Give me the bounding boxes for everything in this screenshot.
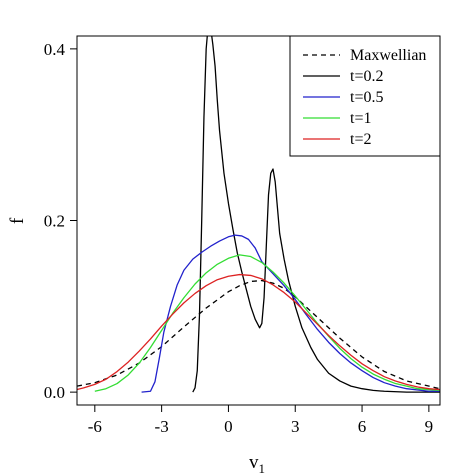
x-tick-label: 0: [224, 417, 233, 436]
series-line-1: [192, 36, 440, 393]
series-line-4: [77, 273, 440, 391]
series-line-3: [94, 254, 440, 392]
x-axis-label: v1: [249, 452, 265, 474]
x-tick-label: 9: [425, 417, 434, 436]
series-line-2: [141, 234, 440, 393]
y-axis: 0.0 0.2 0.4: [44, 40, 77, 402]
x-tick-label: 6: [358, 417, 367, 436]
series-layer: [77, 36, 440, 393]
y-tick-label: 0.0: [44, 383, 65, 402]
x-tick-label: 3: [291, 417, 300, 436]
legend-label: t=2: [350, 131, 371, 148]
y-tick-label: 0.2: [44, 212, 65, 231]
legend: Maxwellian t=0.2 t=0.5 t=1 t=2: [289, 35, 441, 157]
legend-label: t=0.2: [350, 68, 383, 85]
x-tick-label: -6: [88, 417, 102, 436]
legend-label: t=0.5: [350, 89, 383, 106]
legend-box: [289, 35, 441, 157]
y-axis-label: f: [7, 217, 28, 224]
legend-label: t=1: [350, 110, 371, 127]
y-tick-label: 0.4: [44, 40, 66, 59]
series-line-0: [77, 279, 440, 390]
x-axis: -6 -3 0 3 6 9: [88, 405, 433, 436]
x-tick-label: -3: [155, 417, 169, 436]
legend-label: Maxwellian: [350, 47, 426, 64]
